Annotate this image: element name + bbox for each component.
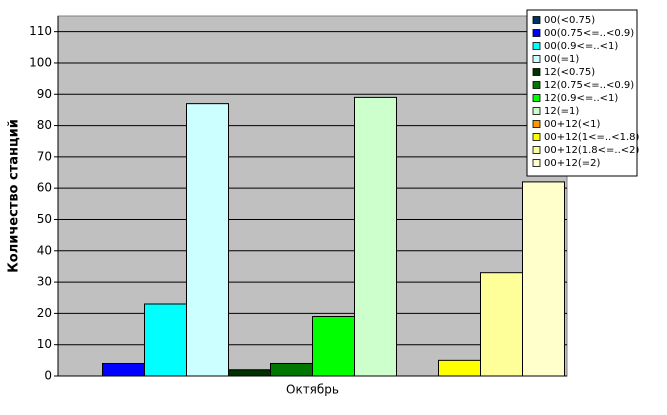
y-tick-label: 80 (37, 118, 52, 132)
bar (102, 362, 145, 377)
legend-label: 12(0.9<=..<1) (544, 93, 618, 104)
x-tick-label: Октябрь (286, 383, 339, 397)
legend-label: 00(0.9<=..<1) (544, 41, 618, 52)
legend-label: 00(=1) (544, 54, 579, 65)
bar (144, 303, 187, 377)
legend-swatch (532, 42, 541, 50)
bar (438, 359, 481, 377)
legend-label: 00+12(=2) (544, 158, 600, 169)
y-tick-label: 90 (37, 87, 52, 101)
y-tick-label: 70 (37, 149, 52, 163)
y-tick-label: 30 (37, 275, 52, 289)
bar (522, 181, 565, 377)
bar (312, 316, 355, 377)
y-tick-label: 40 (37, 243, 52, 257)
y-tick-label: 0 (44, 369, 52, 383)
legend-swatch (532, 159, 541, 167)
y-tick-label: 100 (29, 55, 52, 69)
legend-label: 00+12(<1) (544, 119, 600, 130)
legend-label: 12(0.75<=..<0.9) (544, 80, 634, 91)
y-tick-label: 60 (37, 181, 52, 195)
legend-swatch (532, 94, 541, 102)
legend-label: 00+12(1.8<=..<2) (544, 145, 639, 156)
y-axis-label: Количество станций (7, 119, 22, 273)
bar (480, 272, 523, 377)
legend-swatch (532, 107, 541, 115)
legend-swatch (532, 81, 541, 89)
legend-swatch (532, 68, 541, 76)
bar (228, 369, 271, 377)
legend-label: 12(=1) (544, 106, 579, 117)
legend: 00(<0.75) 00(0.75<=..<0.9) 00(0.9<=..<1) 00… (526, 9, 639, 177)
legend-swatch (532, 133, 541, 141)
bar (270, 362, 313, 377)
bar (186, 103, 229, 377)
y-tick-label: 10 (37, 337, 52, 351)
legend-label: 00(0.75<=..<0.9) (544, 28, 634, 39)
bar (354, 96, 397, 377)
legend-swatch (532, 55, 541, 63)
y-tick-label: 20 (37, 306, 52, 320)
y-tick-label: 50 (37, 212, 52, 226)
legend-label: 00+12(1<=..<1.8) (544, 132, 639, 143)
legend-swatch (532, 29, 541, 37)
legend-label: 00(<0.75) (544, 15, 595, 26)
y-tick-label: 110 (29, 24, 52, 38)
legend-swatch (532, 16, 541, 24)
legend-box (526, 9, 638, 177)
legend-label: 12(<0.75) (544, 67, 595, 78)
legend-swatch (532, 120, 541, 128)
legend-swatch (532, 146, 541, 154)
